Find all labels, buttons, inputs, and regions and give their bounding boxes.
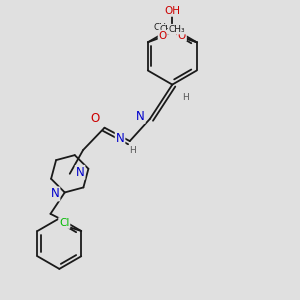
Text: Cl: Cl: [59, 218, 70, 228]
Text: N: N: [51, 188, 59, 200]
Text: CH₃: CH₃: [169, 25, 185, 34]
Text: N: N: [136, 110, 145, 123]
Text: CH₃: CH₃: [159, 25, 176, 34]
Text: O: O: [90, 112, 100, 125]
Text: O: O: [159, 31, 167, 41]
Text: H: H: [129, 146, 136, 155]
Text: O: O: [178, 31, 186, 41]
Text: OH: OH: [164, 6, 180, 16]
Text: H: H: [182, 94, 189, 103]
Text: O: O: [174, 28, 182, 38]
Text: N: N: [116, 132, 124, 145]
Text: CH₃: CH₃: [153, 23, 170, 32]
Text: N: N: [76, 166, 84, 179]
